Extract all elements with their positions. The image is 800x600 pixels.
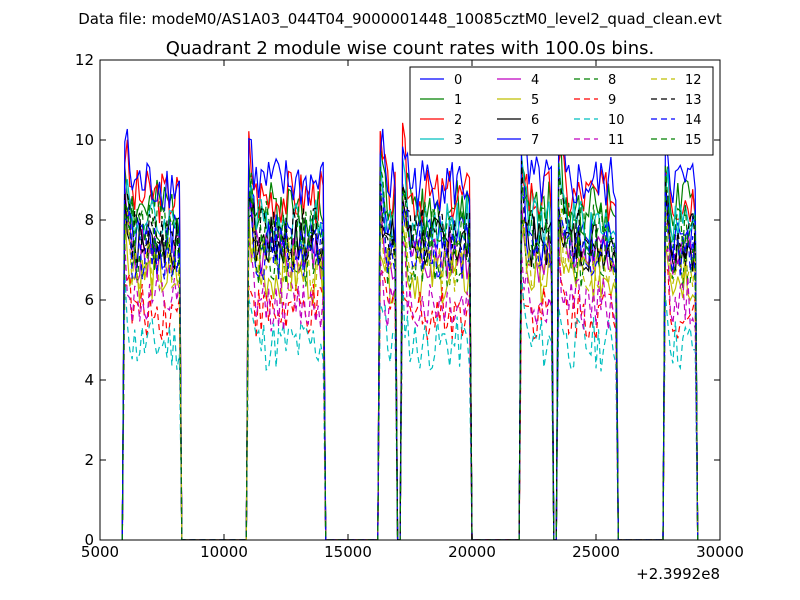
series-line-5 (121, 211, 699, 540)
legend-label: 4 (531, 73, 539, 88)
legend-entry-12: 12 (651, 73, 702, 88)
legend-entry-15: 15 (651, 133, 702, 148)
plot-frame (99, 59, 721, 541)
series-line-13 (121, 160, 699, 540)
series-line-14 (121, 189, 699, 540)
legend-label: 13 (685, 93, 702, 108)
legend-entry-14: 14 (651, 113, 702, 128)
legend-label: 15 (685, 133, 702, 148)
legend-entry-0: 0 (420, 73, 462, 88)
legend-label: 0 (454, 73, 462, 88)
y-tick-label: 0 (84, 531, 94, 549)
y-tick-label: 12 (75, 51, 94, 69)
legend-label: 8 (608, 73, 616, 88)
legend-entry-7: 7 (497, 133, 539, 148)
legend-label: 7 (531, 133, 539, 148)
series-line-11 (121, 238, 699, 540)
legend-entry-4: 4 (497, 73, 539, 88)
x-tick-label: 25000 (572, 543, 620, 561)
series-line-15 (121, 163, 699, 540)
x-tick-label: 5000 (81, 543, 119, 561)
legend-label: 3 (454, 133, 462, 148)
series-line-12 (121, 206, 699, 540)
x-tick-label: 10000 (200, 543, 248, 561)
y-tick-label: 4 (84, 371, 94, 389)
legend-label: 12 (685, 73, 702, 88)
series-line-7 (121, 120, 699, 540)
series-line-3 (121, 154, 699, 540)
legend-entry-13: 13 (651, 93, 702, 108)
y-tick-label: 10 (75, 131, 94, 149)
series-line-9 (121, 248, 699, 540)
legend-label: 6 (531, 113, 539, 128)
legend-frame (409, 66, 714, 156)
legend-label: 10 (608, 113, 625, 128)
chart-title: Quadrant 2 module wise count rates with … (166, 38, 655, 59)
y-tick-label: 8 (84, 211, 94, 229)
series-line-6 (121, 192, 699, 540)
series-line-1 (121, 146, 699, 540)
legend-label: 5 (531, 93, 539, 108)
legend-label: 1 (454, 93, 462, 108)
x-tick-label: 20000 (448, 543, 496, 561)
y-tick-label: 6 (84, 291, 94, 309)
legend-entry-8: 8 (574, 73, 616, 88)
legend-label: 11 (608, 133, 625, 148)
series-line-2 (121, 122, 699, 540)
legend-entry-10: 10 (574, 113, 625, 128)
legend-entry-11: 11 (574, 133, 625, 148)
legend-entry-5: 5 (497, 93, 539, 108)
legend-entry-2: 2 (420, 113, 462, 128)
legend-entry-1: 1 (420, 93, 462, 108)
legend-entry-3: 3 (420, 133, 462, 148)
x-tick-label: 15000 (324, 543, 372, 561)
chart-supertitle: Data file: modeM0/AS1A03_044T04_90000014… (78, 10, 722, 29)
y-tick-label: 2 (84, 451, 94, 469)
series-layer (121, 120, 699, 540)
legend-entry-6: 6 (497, 113, 539, 128)
series-line-8 (121, 194, 699, 540)
legend-label: 14 (685, 113, 702, 128)
legend-entry-9: 9 (574, 93, 616, 108)
x-tick-label: 30000 (696, 543, 744, 561)
x-offset-label: +2.3992e8 (636, 565, 720, 583)
series-line-10 (121, 271, 699, 540)
legend-label: 9 (608, 93, 616, 108)
legend-label: 2 (454, 113, 462, 128)
